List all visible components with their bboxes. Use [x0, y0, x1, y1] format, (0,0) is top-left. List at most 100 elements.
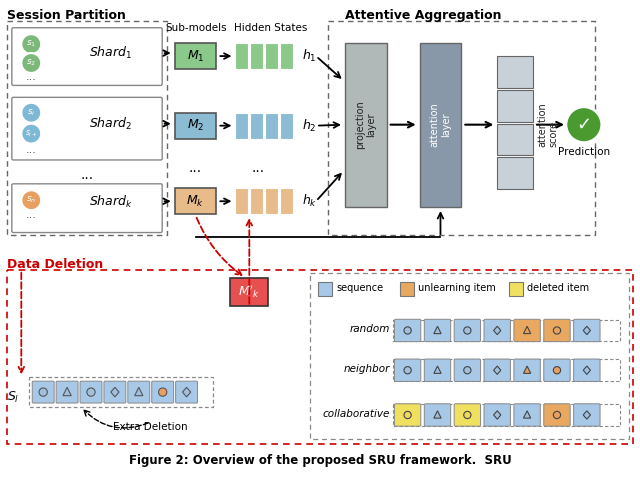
Circle shape — [159, 388, 167, 396]
Bar — [280, 43, 293, 69]
Text: attention
score: attention score — [537, 102, 559, 147]
Polygon shape — [63, 387, 71, 396]
Polygon shape — [434, 326, 441, 334]
Bar — [265, 43, 278, 69]
Circle shape — [566, 107, 602, 142]
Bar — [175, 113, 216, 139]
Bar — [236, 188, 248, 214]
Bar — [310, 273, 628, 439]
Polygon shape — [583, 366, 591, 374]
Circle shape — [554, 367, 561, 374]
FancyBboxPatch shape — [394, 404, 421, 426]
FancyBboxPatch shape — [424, 359, 451, 381]
FancyBboxPatch shape — [544, 359, 570, 381]
Text: collaborative: collaborative — [323, 409, 390, 419]
Bar — [509, 282, 523, 296]
FancyBboxPatch shape — [454, 404, 481, 426]
Polygon shape — [111, 387, 119, 397]
Bar — [8, 22, 166, 235]
Polygon shape — [434, 366, 441, 373]
Bar — [420, 43, 461, 207]
Circle shape — [554, 412, 561, 419]
Text: $S_l$: $S_l$ — [7, 390, 19, 404]
Text: Prediction: Prediction — [558, 147, 610, 156]
Circle shape — [464, 367, 471, 374]
FancyBboxPatch shape — [544, 319, 570, 342]
Text: $h_2$: $h_2$ — [302, 118, 317, 134]
Bar — [236, 113, 248, 139]
Circle shape — [21, 124, 41, 143]
Bar — [497, 90, 533, 122]
FancyBboxPatch shape — [56, 381, 78, 403]
Bar — [236, 43, 248, 69]
FancyBboxPatch shape — [394, 359, 421, 381]
Text: Data Deletion: Data Deletion — [8, 258, 104, 271]
Polygon shape — [493, 366, 501, 374]
Bar — [230, 278, 268, 305]
FancyBboxPatch shape — [544, 404, 570, 426]
Bar — [175, 43, 216, 69]
Bar — [393, 359, 620, 381]
FancyBboxPatch shape — [454, 359, 481, 381]
Bar — [393, 319, 620, 341]
Text: ...: ... — [26, 72, 36, 82]
Circle shape — [87, 388, 95, 396]
Polygon shape — [524, 326, 531, 334]
Circle shape — [21, 103, 41, 123]
Text: $M_1$: $M_1$ — [187, 49, 204, 64]
Polygon shape — [434, 411, 441, 418]
Bar — [497, 157, 533, 189]
Text: ...: ... — [26, 144, 36, 154]
Text: Attentive Aggregation: Attentive Aggregation — [345, 10, 501, 22]
Bar — [8, 270, 632, 444]
Bar — [280, 188, 293, 214]
Bar — [175, 188, 216, 214]
Circle shape — [554, 327, 561, 334]
FancyBboxPatch shape — [394, 319, 421, 342]
Circle shape — [404, 327, 412, 334]
Circle shape — [21, 34, 41, 54]
Text: attention
layer: attention layer — [429, 102, 451, 147]
Bar — [265, 188, 278, 214]
Polygon shape — [524, 411, 531, 418]
Bar — [318, 282, 332, 296]
FancyBboxPatch shape — [80, 381, 102, 403]
Text: Figure 2: Overview of the proposed SRU framework.  SRU: Figure 2: Overview of the proposed SRU f… — [129, 454, 511, 467]
Bar — [497, 56, 533, 88]
FancyBboxPatch shape — [32, 381, 54, 403]
Text: $s_n$: $s_n$ — [26, 195, 36, 206]
Text: ...: ... — [189, 162, 202, 175]
FancyBboxPatch shape — [104, 381, 126, 403]
Text: unlearning item: unlearning item — [417, 282, 495, 293]
Bar — [265, 113, 278, 139]
Polygon shape — [583, 326, 591, 335]
Text: ...: ... — [252, 162, 265, 175]
FancyBboxPatch shape — [152, 381, 173, 403]
Text: $M'_k$: $M'_k$ — [238, 283, 260, 300]
Bar — [280, 113, 293, 139]
FancyBboxPatch shape — [12, 28, 162, 86]
Circle shape — [404, 412, 412, 419]
FancyBboxPatch shape — [175, 381, 198, 403]
Text: Sub-models: Sub-models — [166, 23, 227, 33]
Polygon shape — [493, 411, 501, 419]
Polygon shape — [182, 387, 191, 397]
Bar — [250, 188, 263, 214]
Circle shape — [21, 190, 41, 210]
Circle shape — [21, 53, 41, 73]
FancyBboxPatch shape — [573, 359, 600, 381]
FancyBboxPatch shape — [484, 319, 511, 342]
Bar — [250, 113, 263, 139]
Bar — [328, 22, 595, 235]
Polygon shape — [134, 387, 143, 396]
Text: $Shard_1$: $Shard_1$ — [89, 45, 132, 61]
Text: $s_{i+}$: $s_{i+}$ — [25, 129, 38, 139]
FancyBboxPatch shape — [514, 319, 540, 342]
Polygon shape — [583, 411, 591, 419]
Text: ...: ... — [81, 168, 93, 183]
FancyBboxPatch shape — [484, 404, 511, 426]
Text: deleted item: deleted item — [527, 282, 589, 293]
FancyBboxPatch shape — [573, 404, 600, 426]
Polygon shape — [524, 366, 531, 373]
Bar — [393, 404, 620, 426]
